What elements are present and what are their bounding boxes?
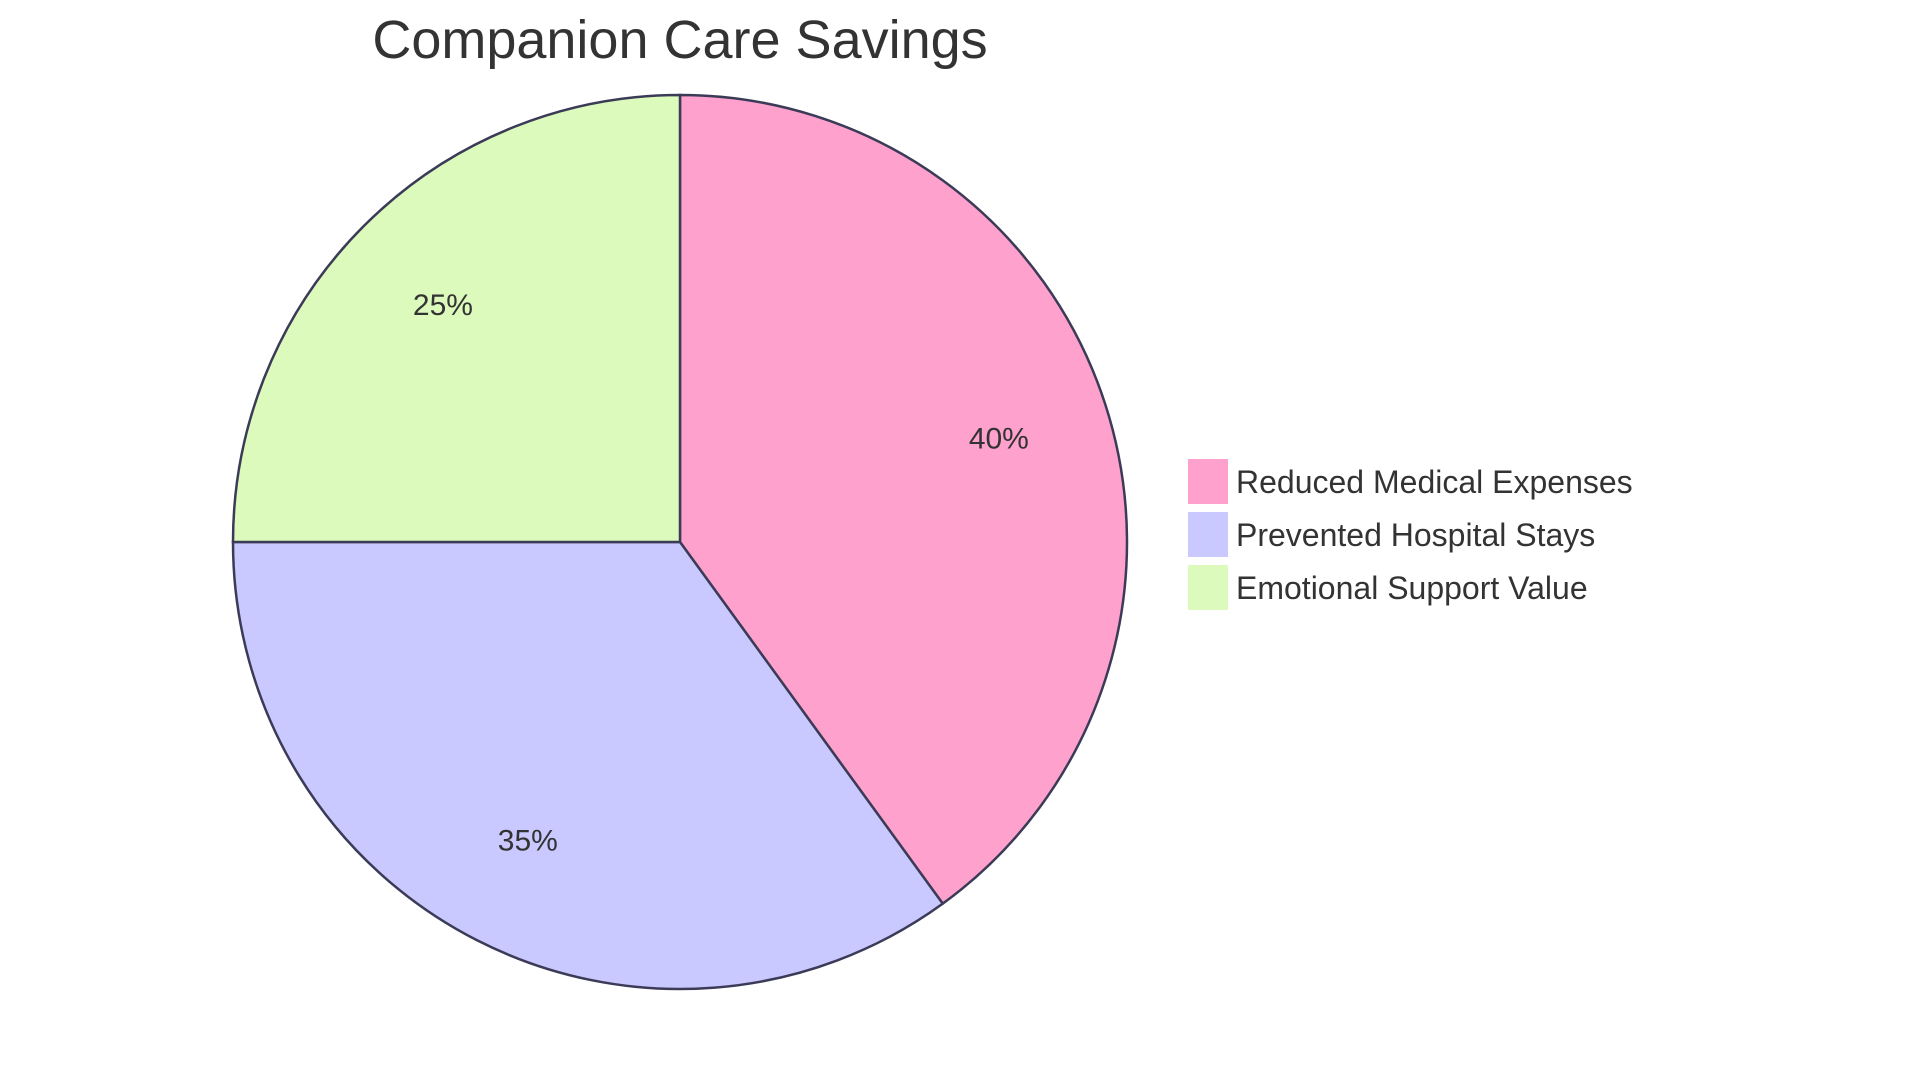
chart-title: Companion Care Savings (372, 10, 987, 70)
pie-slice (678, 93, 1129, 906)
legend-label: Emotional Support Value (1236, 570, 1588, 606)
legend: Reduced Medical Expenses Prevented Hospit… (1188, 459, 1633, 610)
slice-label: 25% (413, 289, 473, 322)
legend-label: Reduced Medical Expenses (1236, 464, 1633, 500)
slice-label: 35% (498, 825, 558, 858)
legend-swatch (1188, 565, 1228, 610)
legend-label: Prevented Hospital Stays (1236, 517, 1595, 553)
slice-label: 40% (969, 422, 1029, 455)
pie-slice (231, 93, 682, 544)
pie-slice (231, 540, 945, 991)
legend-swatch (1188, 459, 1228, 504)
legend-swatch (1188, 512, 1228, 557)
